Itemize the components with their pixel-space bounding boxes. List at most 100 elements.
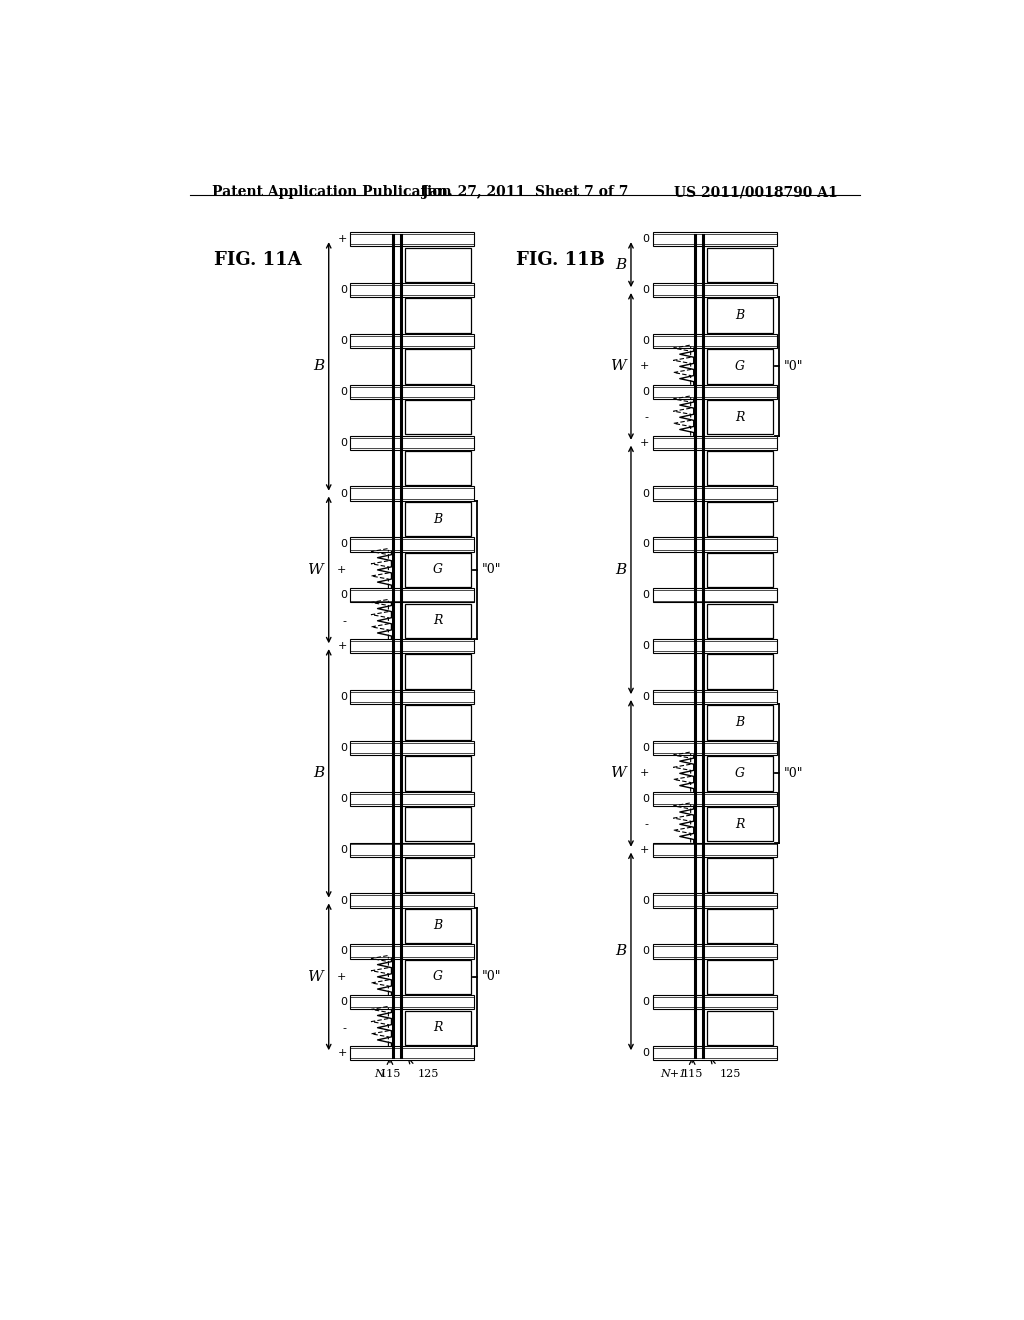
Bar bbox=[350, 639, 474, 653]
Bar bbox=[350, 1045, 474, 1060]
Bar bbox=[404, 553, 471, 587]
Text: R: R bbox=[433, 1022, 442, 1034]
Text: 0: 0 bbox=[340, 540, 347, 549]
Text: G: G bbox=[432, 970, 442, 983]
Bar bbox=[404, 807, 471, 841]
Text: R: R bbox=[735, 817, 744, 830]
Bar bbox=[350, 487, 474, 500]
Bar bbox=[350, 384, 474, 399]
Text: 0: 0 bbox=[643, 998, 649, 1007]
Text: Patent Application Publication: Patent Application Publication bbox=[212, 185, 452, 199]
Bar bbox=[350, 842, 474, 857]
Bar bbox=[404, 908, 471, 942]
Text: W: W bbox=[610, 359, 627, 374]
Bar bbox=[707, 1011, 773, 1045]
Text: 0: 0 bbox=[643, 488, 649, 499]
Text: 0: 0 bbox=[643, 1048, 649, 1059]
Bar bbox=[707, 553, 773, 587]
Bar bbox=[652, 842, 776, 857]
Bar bbox=[652, 334, 776, 348]
Bar bbox=[652, 1045, 776, 1060]
Bar bbox=[707, 248, 773, 282]
Text: G: G bbox=[735, 360, 744, 374]
Bar bbox=[652, 741, 776, 755]
Bar bbox=[652, 589, 776, 602]
Bar bbox=[652, 944, 776, 958]
Text: 0: 0 bbox=[643, 590, 649, 601]
Bar bbox=[652, 487, 776, 500]
Bar bbox=[404, 705, 471, 739]
Bar bbox=[350, 589, 474, 602]
Text: -: - bbox=[645, 820, 649, 829]
Text: 0: 0 bbox=[643, 285, 649, 296]
Text: 0: 0 bbox=[340, 946, 347, 957]
Text: N+1: N+1 bbox=[659, 1069, 686, 1078]
Bar bbox=[404, 960, 471, 994]
Bar bbox=[652, 792, 776, 807]
Text: B: B bbox=[735, 309, 744, 322]
Text: Jan. 27, 2011  Sheet 7 of 7: Jan. 27, 2011 Sheet 7 of 7 bbox=[422, 185, 628, 199]
Bar bbox=[404, 502, 471, 536]
Text: B: B bbox=[312, 359, 324, 374]
Text: N: N bbox=[374, 1069, 384, 1078]
Bar bbox=[404, 858, 471, 892]
Bar bbox=[652, 537, 776, 552]
Text: 0: 0 bbox=[643, 743, 649, 752]
Text: -: - bbox=[645, 412, 649, 422]
Bar bbox=[652, 232, 776, 247]
Bar bbox=[404, 655, 471, 689]
Bar bbox=[652, 690, 776, 704]
Text: +: + bbox=[337, 565, 346, 576]
Bar bbox=[404, 298, 471, 333]
Bar bbox=[404, 451, 471, 486]
Bar bbox=[707, 298, 773, 333]
Text: G: G bbox=[432, 564, 442, 577]
Bar bbox=[652, 436, 776, 450]
Text: "0": "0" bbox=[783, 360, 803, 374]
Text: +: + bbox=[338, 1048, 347, 1059]
Text: 0: 0 bbox=[340, 793, 347, 804]
Bar bbox=[707, 858, 773, 892]
Bar bbox=[404, 756, 471, 791]
Bar bbox=[404, 248, 471, 282]
Text: 125: 125 bbox=[418, 1069, 439, 1078]
Bar bbox=[652, 282, 776, 297]
Text: +: + bbox=[337, 972, 346, 982]
Text: 0: 0 bbox=[340, 387, 347, 397]
Bar bbox=[404, 603, 471, 638]
Text: W: W bbox=[308, 970, 324, 983]
Bar bbox=[707, 908, 773, 942]
Text: 115: 115 bbox=[379, 1069, 400, 1078]
Text: -: - bbox=[343, 1023, 346, 1032]
Text: G: G bbox=[735, 767, 744, 780]
Text: 0: 0 bbox=[643, 387, 649, 397]
Text: 0: 0 bbox=[643, 946, 649, 957]
Text: 0: 0 bbox=[643, 692, 649, 702]
Text: +: + bbox=[338, 234, 347, 244]
Text: 0: 0 bbox=[643, 234, 649, 244]
Text: "0": "0" bbox=[481, 564, 501, 577]
Text: +: + bbox=[640, 438, 649, 447]
Text: B: B bbox=[312, 767, 324, 780]
Bar bbox=[350, 741, 474, 755]
Text: 0: 0 bbox=[643, 895, 649, 906]
Text: 115: 115 bbox=[682, 1069, 702, 1078]
Bar bbox=[707, 705, 773, 739]
Bar bbox=[350, 894, 474, 908]
Text: 0: 0 bbox=[340, 337, 347, 346]
Text: FIG. 11A: FIG. 11A bbox=[214, 251, 302, 269]
Text: 0: 0 bbox=[643, 793, 649, 804]
Text: 0: 0 bbox=[340, 488, 347, 499]
Bar bbox=[707, 960, 773, 994]
Bar bbox=[404, 1011, 471, 1045]
Text: B: B bbox=[615, 562, 627, 577]
Bar bbox=[707, 350, 773, 384]
Bar bbox=[350, 282, 474, 297]
Text: 0: 0 bbox=[340, 438, 347, 447]
Text: B: B bbox=[615, 257, 627, 272]
Text: +: + bbox=[639, 768, 649, 779]
Text: 0: 0 bbox=[643, 337, 649, 346]
Bar bbox=[707, 451, 773, 486]
Text: R: R bbox=[735, 411, 744, 424]
Bar bbox=[350, 944, 474, 958]
